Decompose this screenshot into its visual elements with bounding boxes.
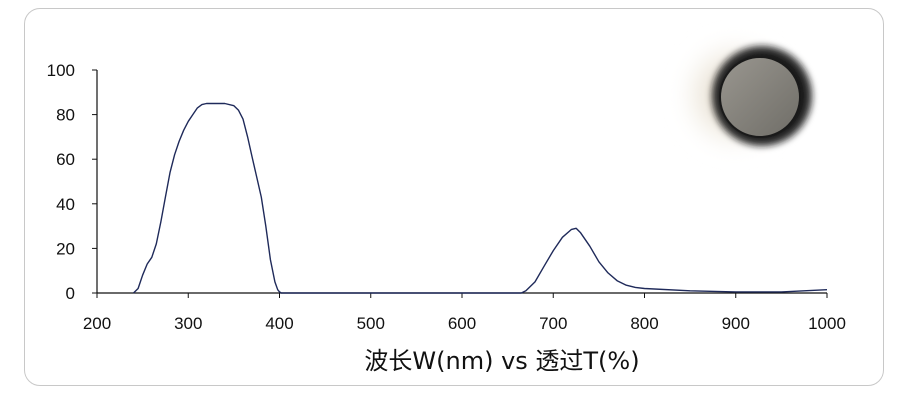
series-line [133, 102, 828, 294]
y-tick-label: 40 [56, 195, 75, 214]
x-tick-label: 1000 [808, 314, 846, 333]
x-tick-label: 500 [357, 314, 385, 333]
ticks: 200 300 400 500 600 700 800 900 1000 0 20 40 60 80 100 [47, 61, 846, 333]
x-tick-label: 800 [630, 314, 658, 333]
filter-glass [720, 57, 800, 137]
x-tick-label: 400 [265, 314, 293, 333]
filter-photo [675, 33, 814, 157]
x-tick-label: 900 [722, 314, 750, 333]
x-tick-label: 200 [83, 314, 111, 333]
y-tick-label: 100 [47, 61, 75, 80]
y-tick-label: 80 [56, 106, 75, 125]
x-tick-label: 600 [448, 314, 476, 333]
y-tick-label: 0 [66, 284, 75, 303]
x-tick-label: 300 [174, 314, 202, 333]
y-tick-label: 20 [56, 239, 75, 258]
x-tick-label: 700 [539, 314, 567, 333]
x-axis-title: 波长W(nm) vs 透过T(%) [364, 347, 639, 375]
y-tick-label: 60 [56, 150, 75, 169]
series-group [133, 102, 828, 294]
